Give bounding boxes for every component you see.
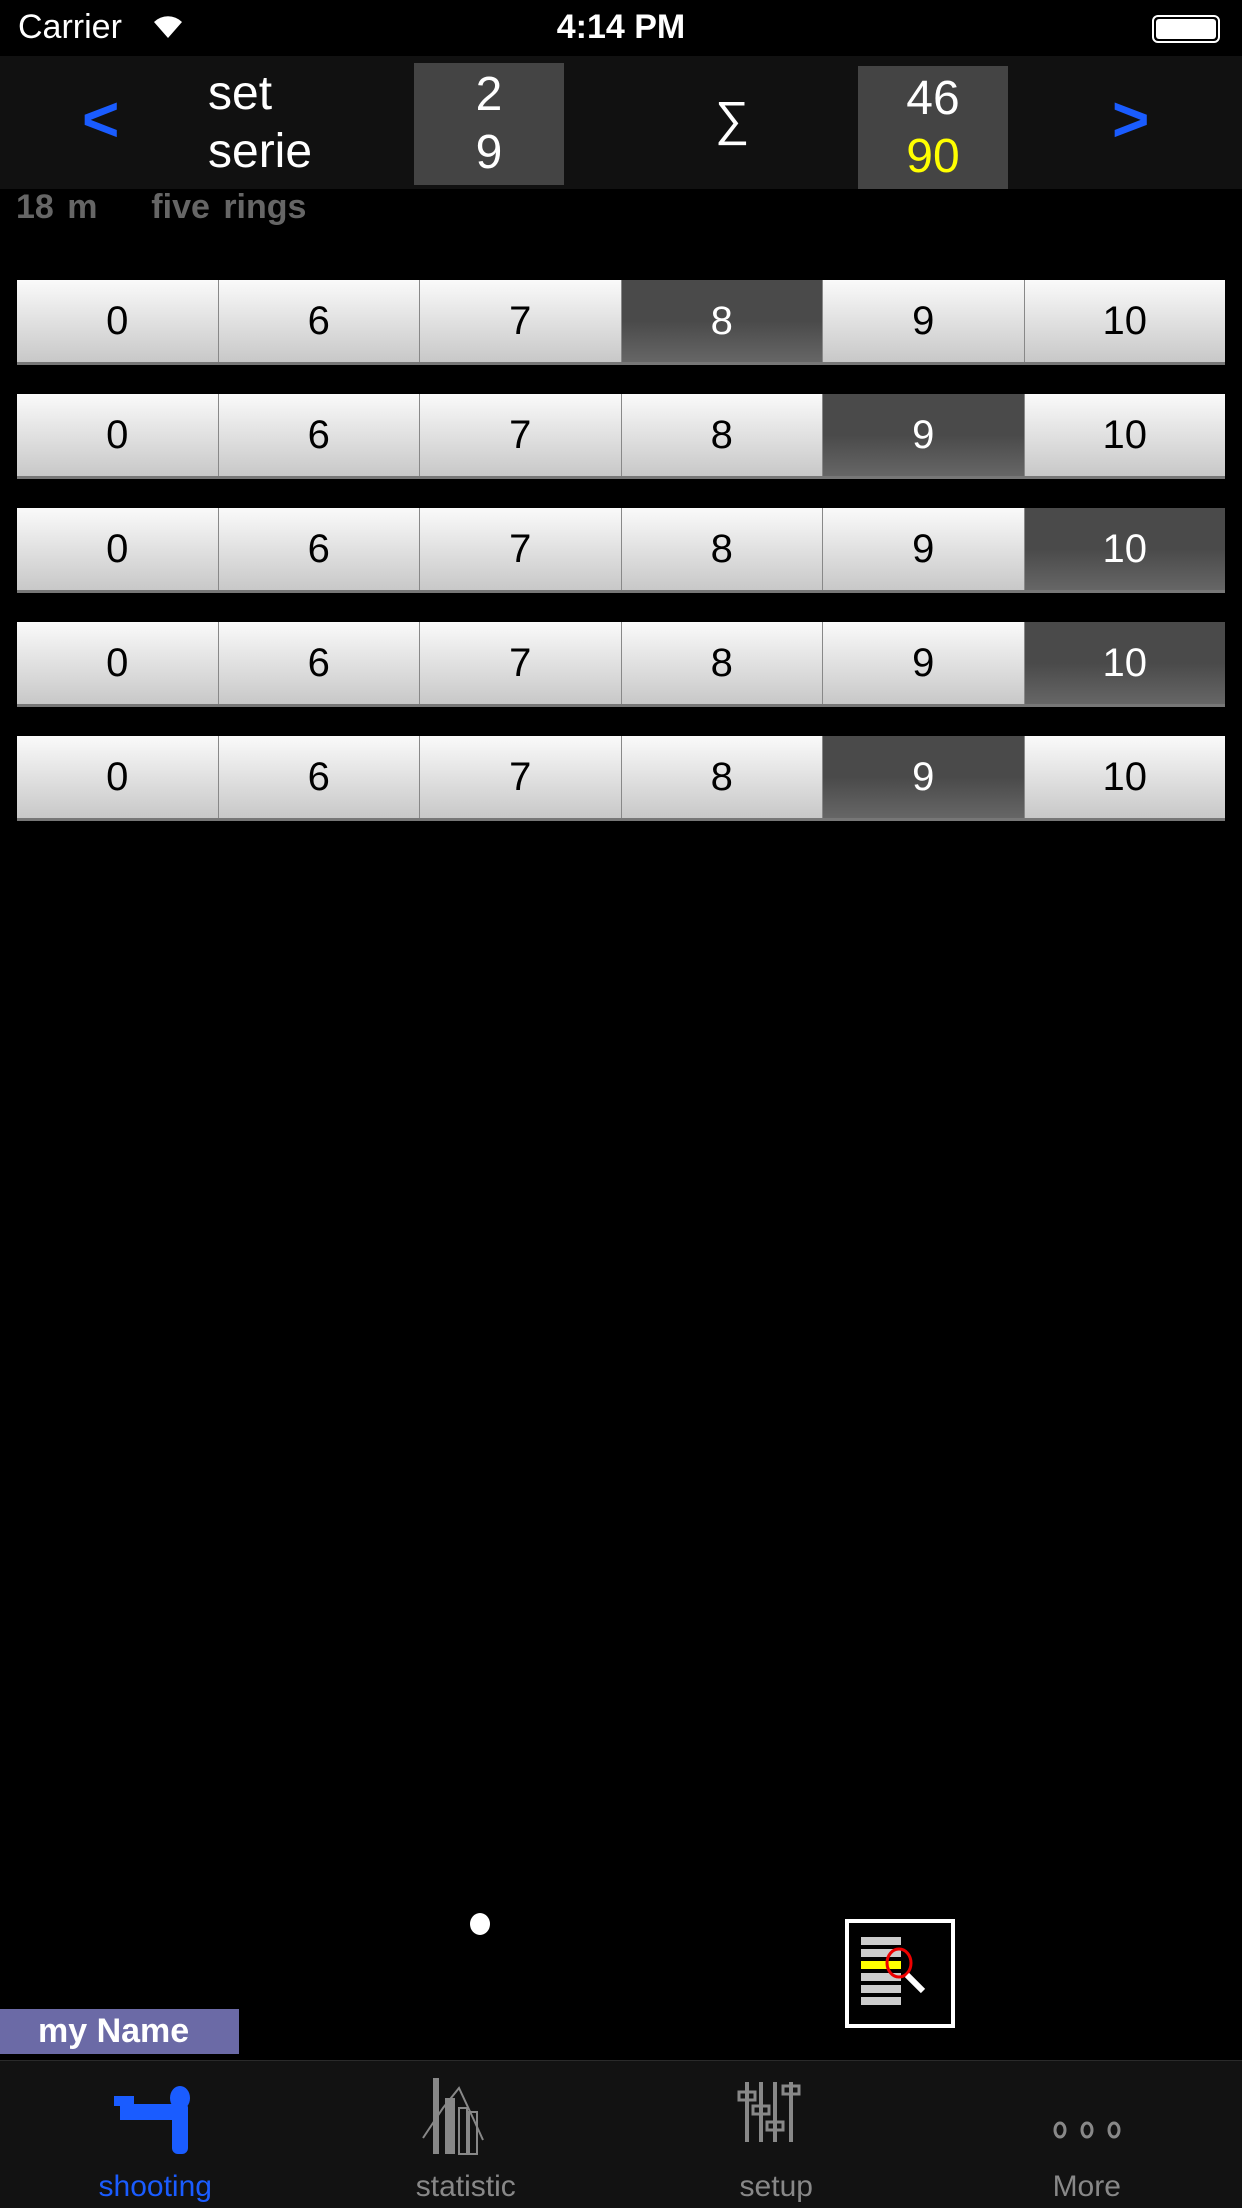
tab-setup[interactable]: setup	[621, 2061, 932, 2208]
more-icon	[1053, 2121, 1121, 2139]
score-button-6[interactable]: 6	[218, 280, 420, 362]
score-button-7[interactable]: 7	[420, 394, 622, 476]
status-bar: Carrier 4:14 PM	[0, 0, 1242, 56]
set-label: set	[208, 67, 273, 120]
score-row: 0 6 7 8 9 10	[17, 508, 1225, 593]
score-button-8[interactable]: 8	[621, 622, 823, 704]
tab-statistic[interactable]: statistic	[311, 2061, 622, 2208]
tab-label: statistic	[415, 2170, 516, 2203]
score-button-6[interactable]: 6	[218, 508, 420, 590]
score-button-6[interactable]: 6	[218, 394, 420, 476]
search-list-button[interactable]	[845, 1919, 955, 2028]
prev-button[interactable]: <	[82, 83, 120, 155]
target-type: five rings	[151, 188, 307, 226]
header: < set serie 2 9 ∑ 46 90 >	[0, 56, 1242, 189]
score-button-7[interactable]: 7	[420, 508, 622, 590]
serie-label: serie	[208, 125, 313, 178]
score-button-8[interactable]: 8	[621, 508, 823, 590]
score-row: 0 6 7 8 9 10	[17, 736, 1225, 821]
chart-icon	[421, 2078, 484, 2155]
score-button-10[interactable]: 10	[1024, 508, 1225, 590]
score-button-8[interactable]: 8	[621, 280, 823, 362]
page-dot[interactable]	[470, 1913, 490, 1935]
score-button-7[interactable]: 7	[420, 280, 622, 362]
set-value: 2	[475, 68, 503, 121]
score-button-6[interactable]: 6	[218, 736, 420, 818]
user-name-badge[interactable]: my Name	[0, 2009, 239, 2054]
score-button-9[interactable]: 9	[823, 622, 1025, 704]
sliders-icon	[737, 2082, 801, 2142]
next-button[interactable]: >	[1112, 83, 1150, 155]
score-button-0[interactable]: 0	[17, 280, 219, 362]
score-button-0[interactable]: 0	[17, 394, 219, 476]
score-row: 0 6 7 8 9 10	[17, 280, 1225, 365]
carrier: Carrier	[18, 8, 122, 46]
serie-value: 9	[475, 126, 503, 179]
score-row: 0 6 7 8 9 10	[17, 622, 1225, 707]
score-button-8[interactable]: 8	[621, 736, 823, 818]
score-button-6[interactable]: 6	[218, 622, 420, 704]
score-button-8[interactable]: 8	[621, 394, 823, 476]
sum-total: 46	[906, 71, 960, 125]
score-button-9[interactable]: 9	[823, 508, 1025, 590]
score-button-10[interactable]: 10	[1024, 394, 1225, 476]
search-list-icon	[861, 1937, 926, 2005]
score-button-0[interactable]: 0	[17, 508, 219, 590]
wifi-icon	[154, 16, 182, 38]
shooter-icon	[114, 2086, 191, 2154]
score-button-10[interactable]: 10	[1024, 736, 1225, 818]
score-button-9[interactable]: 9	[823, 736, 1025, 818]
score-button-7[interactable]: 7	[420, 736, 622, 818]
score-button-9[interactable]: 9	[823, 394, 1025, 476]
score-button-0[interactable]: 0	[17, 622, 219, 704]
score-button-9[interactable]: 9	[823, 280, 1025, 362]
score-button-0[interactable]: 0	[17, 736, 219, 818]
session-info: 18 m five rings	[16, 188, 306, 227]
tab-label: setup	[739, 2170, 813, 2203]
tab-label: More	[1052, 2170, 1121, 2203]
tab-shooting[interactable]: shooting	[0, 2061, 311, 2208]
battery-icon	[1152, 15, 1220, 43]
set-serie-box: 2 9	[414, 63, 564, 185]
clock: 4:14 PM	[556, 8, 686, 46]
score-row: 0 6 7 8 9 10	[17, 394, 1225, 479]
distance: 18 m	[16, 188, 98, 226]
tab-bar: shooting statistic setup More	[0, 2060, 1242, 2208]
score-button-7[interactable]: 7	[420, 622, 622, 704]
sum-symbol: ∑	[715, 93, 750, 146]
score-button-10[interactable]: 10	[1024, 280, 1225, 362]
sum-box: 46 90	[858, 66, 1008, 189]
sum-max: 90	[906, 129, 960, 183]
score-button-10[interactable]: 10	[1024, 622, 1225, 704]
tab-label: shooting	[98, 2170, 212, 2203]
tab-more[interactable]: More	[932, 2061, 1242, 2208]
